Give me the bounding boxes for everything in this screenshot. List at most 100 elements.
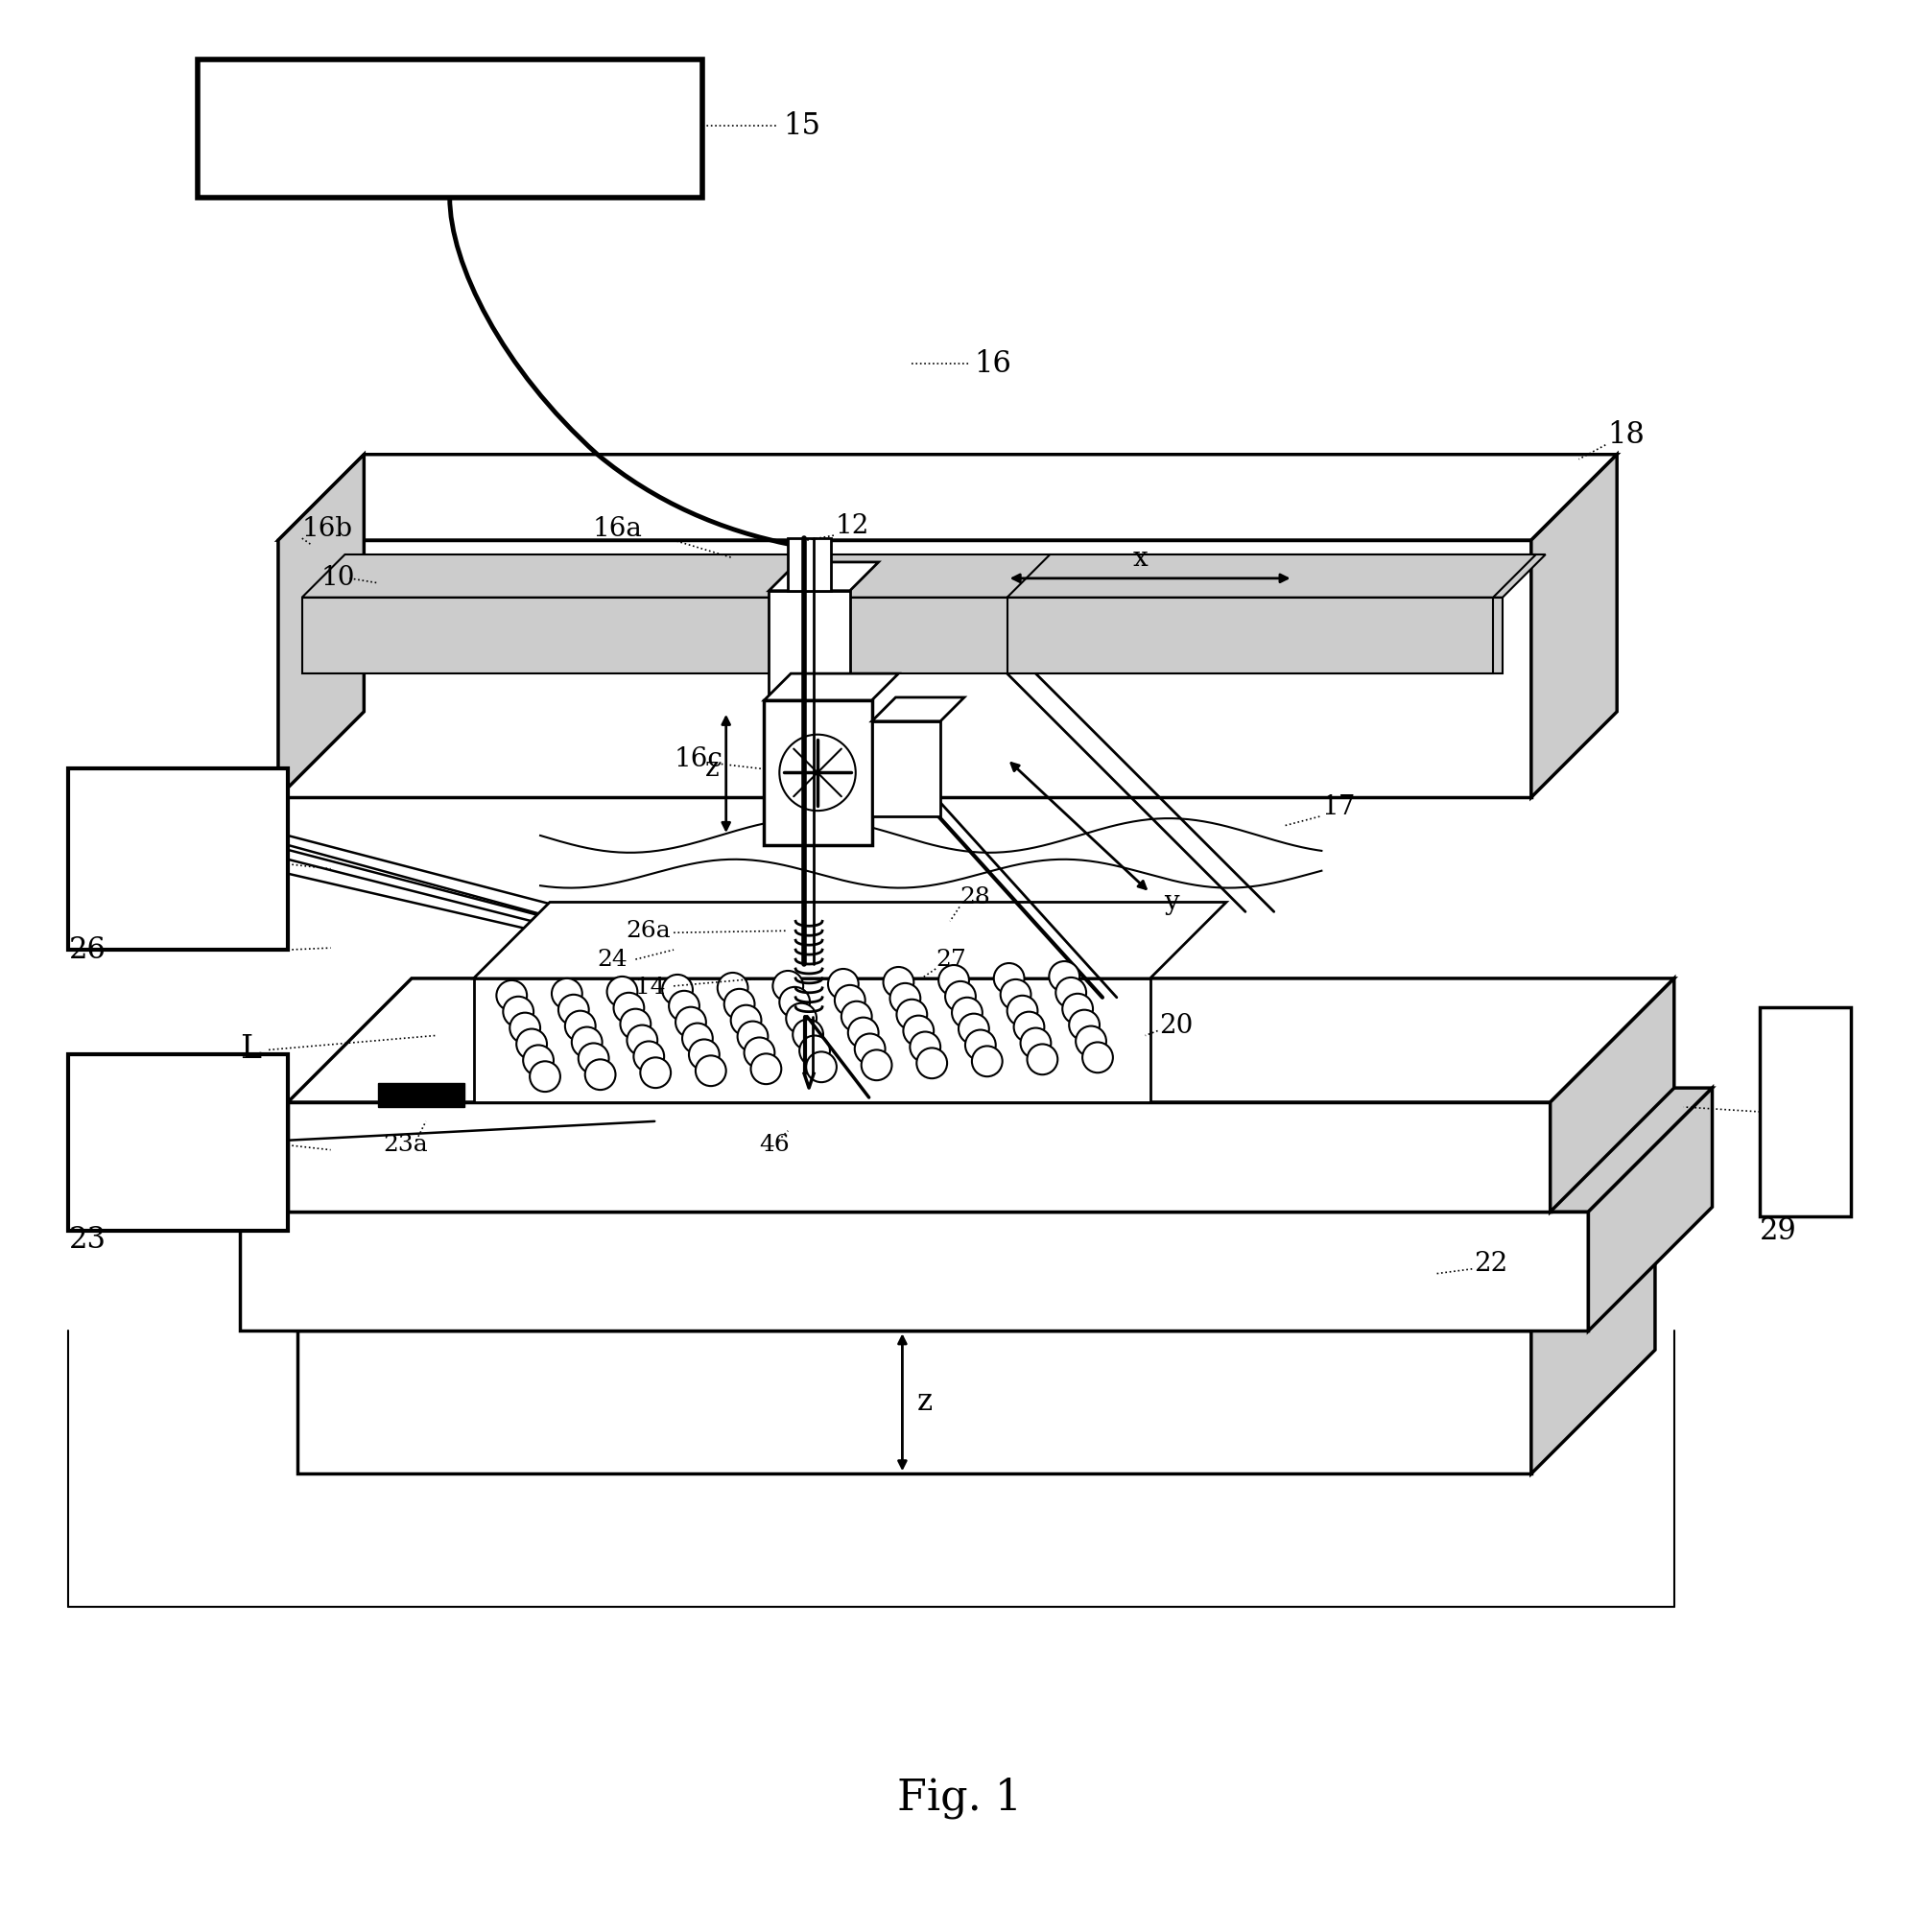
Text: 14: 14 <box>635 978 666 999</box>
Circle shape <box>633 1041 664 1072</box>
Polygon shape <box>1551 978 1673 1211</box>
Bar <box>198 60 702 197</box>
Text: 23: 23 <box>69 1225 106 1256</box>
Polygon shape <box>297 1208 1654 1331</box>
Polygon shape <box>288 1103 1551 1211</box>
Circle shape <box>497 980 528 1010</box>
Circle shape <box>917 1047 948 1078</box>
Circle shape <box>745 1037 775 1068</box>
Circle shape <box>952 997 983 1028</box>
Circle shape <box>530 1061 560 1092</box>
Text: 29: 29 <box>1760 1215 1796 1246</box>
Circle shape <box>620 1009 651 1039</box>
Circle shape <box>606 976 637 1007</box>
Polygon shape <box>1007 597 1493 674</box>
Polygon shape <box>278 454 1618 541</box>
Polygon shape <box>770 562 879 591</box>
Circle shape <box>779 987 810 1018</box>
Circle shape <box>1077 1026 1105 1057</box>
Circle shape <box>904 1016 935 1045</box>
Circle shape <box>750 1053 781 1084</box>
Circle shape <box>510 1012 541 1043</box>
Circle shape <box>1021 1028 1052 1059</box>
Circle shape <box>1027 1043 1057 1074</box>
Polygon shape <box>871 721 940 817</box>
Text: 46: 46 <box>760 1134 791 1155</box>
Circle shape <box>689 1039 720 1070</box>
Circle shape <box>1069 1010 1100 1039</box>
Circle shape <box>827 968 858 999</box>
Text: 18: 18 <box>1608 421 1645 450</box>
Circle shape <box>1050 962 1080 991</box>
Text: 16a: 16a <box>593 516 643 541</box>
Text: 26a: 26a <box>626 920 672 941</box>
Text: 16: 16 <box>973 350 1011 379</box>
Polygon shape <box>474 902 1226 978</box>
Text: 12: 12 <box>835 512 869 539</box>
Circle shape <box>564 1010 595 1041</box>
Circle shape <box>896 999 927 1030</box>
Text: 23a: 23a <box>384 1134 428 1155</box>
Circle shape <box>551 978 581 1009</box>
Circle shape <box>965 1030 996 1061</box>
Circle shape <box>572 1028 603 1057</box>
Text: 10: 10 <box>320 566 355 591</box>
Circle shape <box>1055 978 1086 1009</box>
Circle shape <box>946 981 975 1012</box>
Polygon shape <box>240 1088 1712 1211</box>
Polygon shape <box>871 697 963 721</box>
Circle shape <box>971 1045 1002 1076</box>
Bar <box>378 1084 464 1107</box>
Polygon shape <box>301 597 1503 674</box>
Bar <box>69 769 288 951</box>
Text: z: z <box>917 1387 933 1418</box>
Circle shape <box>641 1057 672 1088</box>
Polygon shape <box>1007 554 1535 597</box>
Text: x: x <box>1132 547 1148 572</box>
Circle shape <box>1013 1012 1044 1041</box>
Circle shape <box>994 964 1025 993</box>
Circle shape <box>524 1045 553 1076</box>
Circle shape <box>938 966 969 995</box>
Circle shape <box>890 983 921 1014</box>
Circle shape <box>848 1018 879 1047</box>
Circle shape <box>662 974 693 1005</box>
Circle shape <box>695 1055 725 1086</box>
Polygon shape <box>474 978 1149 1103</box>
Circle shape <box>578 1043 608 1074</box>
Polygon shape <box>278 541 1531 798</box>
Text: 26: 26 <box>69 935 106 964</box>
Circle shape <box>800 1036 829 1066</box>
Circle shape <box>910 1032 940 1063</box>
Polygon shape <box>240 1211 1589 1331</box>
Circle shape <box>854 1034 885 1065</box>
Circle shape <box>628 1026 658 1055</box>
Circle shape <box>1082 1041 1113 1072</box>
Text: z: z <box>706 755 720 782</box>
Polygon shape <box>1589 1088 1712 1331</box>
Circle shape <box>718 972 748 1003</box>
Polygon shape <box>301 554 1545 597</box>
Circle shape <box>787 1003 817 1034</box>
Circle shape <box>793 1020 823 1049</box>
Circle shape <box>835 985 865 1016</box>
Circle shape <box>960 1014 988 1043</box>
Circle shape <box>806 1051 837 1082</box>
Polygon shape <box>764 699 871 844</box>
Circle shape <box>585 1059 616 1090</box>
Bar <box>1760 1007 1850 1217</box>
Text: 15: 15 <box>783 110 821 141</box>
Text: L: L <box>240 1034 261 1065</box>
Circle shape <box>841 1001 871 1032</box>
Text: 27: 27 <box>936 949 965 970</box>
Polygon shape <box>288 978 1673 1103</box>
Circle shape <box>862 1049 892 1080</box>
Circle shape <box>731 1005 762 1036</box>
Circle shape <box>614 993 645 1024</box>
Polygon shape <box>278 454 365 798</box>
Bar <box>69 1055 288 1231</box>
Polygon shape <box>297 1331 1531 1474</box>
Polygon shape <box>1531 454 1618 798</box>
Circle shape <box>516 1030 547 1059</box>
Text: 20: 20 <box>1159 1012 1194 1039</box>
